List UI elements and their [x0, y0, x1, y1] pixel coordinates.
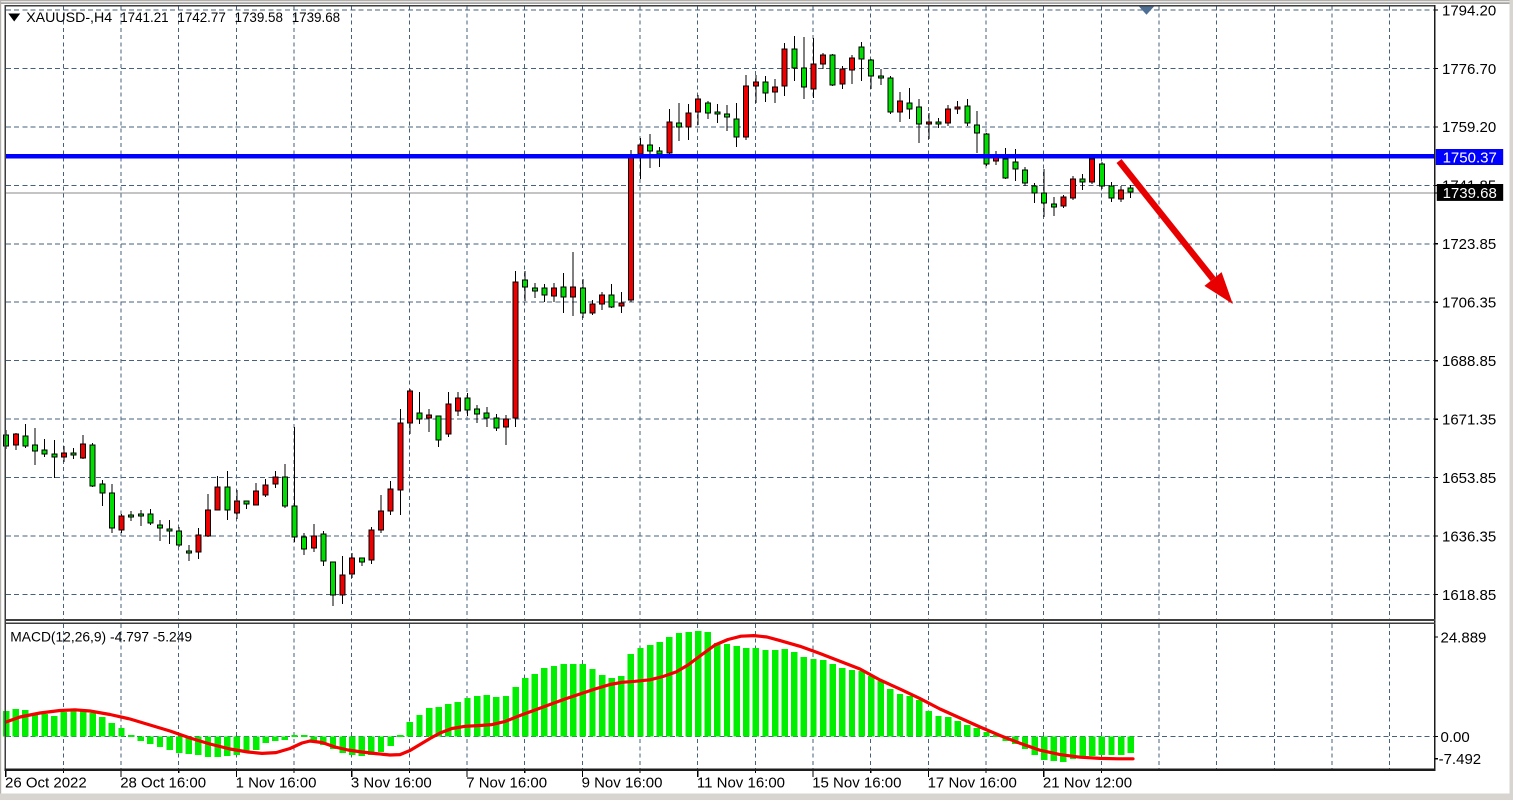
svg-text:28 Oct 16:00: 28 Oct 16:00	[120, 774, 206, 791]
svg-text:1671.35: 1671.35	[1442, 412, 1496, 429]
svg-text:1739.68: 1739.68	[1443, 185, 1497, 202]
svg-text:1794.20: 1794.20	[1442, 2, 1496, 19]
svg-text:11 Nov 16:00: 11 Nov 16:00	[697, 774, 785, 791]
svg-text:1750.37: 1750.37	[1443, 149, 1497, 166]
svg-text:21 Nov 12:00: 21 Nov 12:00	[1043, 774, 1132, 791]
svg-text:1636.35: 1636.35	[1442, 528, 1496, 545]
svg-text:1739.68: 1739.68	[292, 10, 340, 25]
svg-text:1618.85: 1618.85	[1442, 587, 1496, 604]
svg-text:7 Nov 16:00: 7 Nov 16:00	[466, 774, 547, 791]
svg-text:17 Nov 16:00: 17 Nov 16:00	[928, 774, 1017, 791]
svg-text:1741.21: 1741.21	[120, 10, 168, 25]
svg-text:0.00: 0.00	[1441, 729, 1470, 746]
svg-text:26 Oct 2022: 26 Oct 2022	[5, 774, 87, 791]
svg-text:XAUUSD-,H4: XAUUSD-,H4	[26, 10, 112, 26]
svg-text:3 Nov 16:00: 3 Nov 16:00	[351, 774, 432, 791]
svg-text:1 Nov 16:00: 1 Nov 16:00	[236, 774, 317, 791]
svg-text:1688.85: 1688.85	[1442, 353, 1496, 370]
svg-text:MACD(12,26,9) -4.797 -5.249: MACD(12,26,9) -4.797 -5.249	[10, 629, 192, 644]
svg-text:1706.35: 1706.35	[1442, 295, 1496, 312]
svg-text:24.889: 24.889	[1441, 629, 1487, 646]
svg-text:9 Nov 16:00: 9 Nov 16:00	[582, 774, 663, 791]
svg-text:1759.20: 1759.20	[1442, 119, 1496, 136]
svg-text:1739.58: 1739.58	[235, 10, 283, 25]
svg-text:1653.85: 1653.85	[1442, 470, 1496, 487]
svg-text:-7.492: -7.492	[1439, 751, 1482, 768]
svg-text:15 Nov 16:00: 15 Nov 16:00	[812, 774, 901, 791]
svg-text:1723.85: 1723.85	[1442, 236, 1496, 253]
svg-text:1776.70: 1776.70	[1442, 61, 1496, 78]
svg-text:1742.77: 1742.77	[177, 10, 225, 25]
